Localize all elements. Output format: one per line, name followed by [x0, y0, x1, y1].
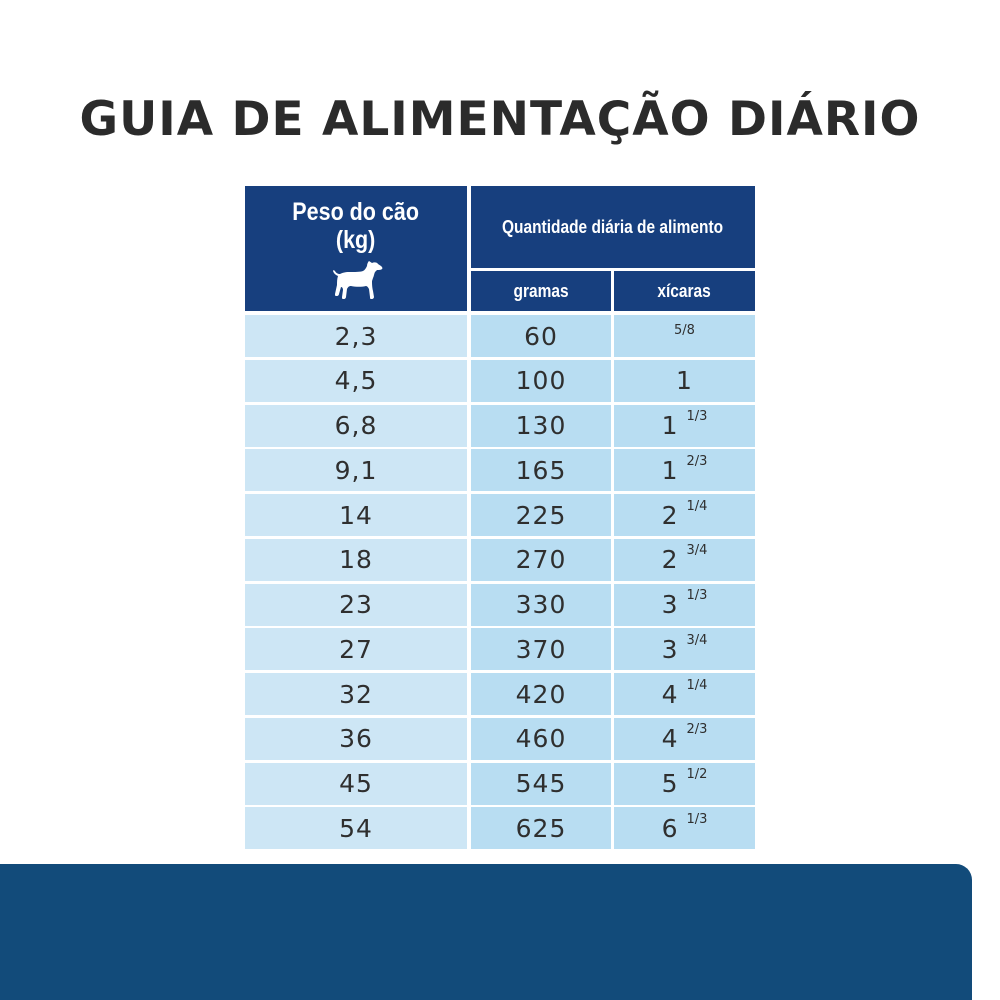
cell-grams: 420 [471, 673, 611, 715]
cups-whole: 2 [661, 545, 679, 575]
cups-whole: 1 [661, 411, 679, 440]
cups-whole: 2 [661, 500, 679, 530]
table-row: 6,8 130 1 1/3 [245, 404, 755, 447]
cell-cups: 4 1/4 [614, 673, 755, 715]
cups-fraction: 2/3 [686, 453, 708, 469]
feeding-guide-table: Peso do cão (kg) Quantidade diária de al… [245, 186, 755, 850]
header-grams: gramas [471, 271, 611, 311]
cell-weight: 45 [245, 762, 467, 805]
cell-weight: 54 [245, 807, 467, 850]
cell-weight: 4,5 [245, 359, 467, 402]
table-row: 36 460 4 2/3 [245, 717, 755, 760]
cups-fraction: 1/4 [686, 498, 708, 514]
cell-weight: 6,8 [245, 404, 467, 447]
cups-fraction: 1/3 [686, 409, 708, 424]
cups-whole: 3 [661, 634, 679, 664]
cell-cups: 6 1/3 [614, 807, 755, 850]
cell-grams: 330 [471, 583, 611, 626]
cups-whole: 4 [661, 679, 679, 709]
header-weight-unit: (kg) [336, 226, 376, 254]
page-title: GUIA DE ALIMENTAÇÃO DIÁRIO [79, 92, 921, 147]
cell-cups: 4 2/3 [614, 717, 755, 760]
cell-cups: 2 3/4 [614, 538, 755, 581]
cell-cups: 2 1/4 [614, 494, 755, 536]
cell-cups: 3 3/4 [614, 628, 755, 671]
cell-grams: 225 [471, 494, 611, 536]
cups-whole: 4 [661, 724, 679, 754]
cell-grams: 60 [471, 315, 611, 357]
table-row: 2,3 60 5/8 [245, 315, 755, 357]
cell-grams: 270 [471, 538, 611, 581]
table-row: 54 625 6 1/3 [245, 807, 755, 850]
header-weight-label: Peso do cão [292, 198, 420, 226]
cups-whole: 3 [661, 590, 679, 619]
cups-fraction: 5/8 [674, 322, 695, 338]
table-row: 9,1 165 1 2/3 [245, 449, 755, 492]
table-row: 32 420 4 1/4 [245, 673, 755, 715]
table-row: 23 330 3 1/3 [245, 583, 755, 626]
cell-grams: 545 [471, 762, 611, 805]
header-cups: xícaras [614, 271, 755, 311]
header-dog-weight: Peso do cão (kg) [245, 186, 467, 311]
cell-weight: 14 [245, 494, 467, 536]
cell-cups: 1 2/3 [614, 449, 755, 492]
cell-grams: 165 [471, 449, 611, 492]
cell-weight: 27 [245, 628, 467, 671]
cups-fraction: 2/3 [686, 722, 708, 738]
cell-grams: 130 [471, 404, 611, 447]
cups-fraction: 1/4 [686, 677, 708, 693]
cell-weight: 23 [245, 583, 467, 626]
cell-grams: 370 [471, 628, 611, 671]
header-daily-quantity: Quantidade diária de alimento [471, 186, 755, 268]
cups-whole: 5 [661, 769, 679, 798]
cell-weight: 36 [245, 717, 467, 760]
cell-weight: 9,1 [245, 449, 467, 492]
table-row: 4,5 100 1 [245, 359, 755, 402]
table-row: 18 270 2 3/4 [245, 538, 755, 581]
cups-whole: 6 [661, 813, 679, 843]
cell-cups: 3 1/3 [614, 583, 755, 626]
cell-grams: 625 [471, 807, 611, 850]
cups-fraction: 1/2 [686, 767, 708, 782]
cell-weight: 2,3 [245, 315, 467, 357]
table-row: 14 225 2 1/4 [245, 494, 755, 536]
footer-band [0, 864, 972, 1000]
cell-weight: 32 [245, 673, 467, 715]
cell-cups: 1 1/3 [614, 404, 755, 447]
cell-cups: 5/8 [614, 315, 755, 357]
cups-fraction: 1/3 [686, 811, 708, 827]
table-row: 45 545 5 1/2 [245, 762, 755, 805]
dog-icon [333, 261, 383, 299]
table-row: 27 370 3 3/4 [245, 628, 755, 671]
cups-fraction: 3/4 [686, 543, 708, 559]
cell-weight: 18 [245, 538, 467, 581]
cell-grams: 100 [471, 359, 611, 402]
cups-fraction: 1/3 [686, 588, 708, 603]
cell-grams: 460 [471, 717, 611, 760]
cell-cups: 1 [614, 359, 755, 402]
cell-cups: 5 1/2 [614, 762, 755, 805]
cups-whole: 1 [676, 366, 693, 396]
cups-whole: 1 [661, 455, 679, 485]
cups-fraction: 3/4 [686, 632, 708, 648]
